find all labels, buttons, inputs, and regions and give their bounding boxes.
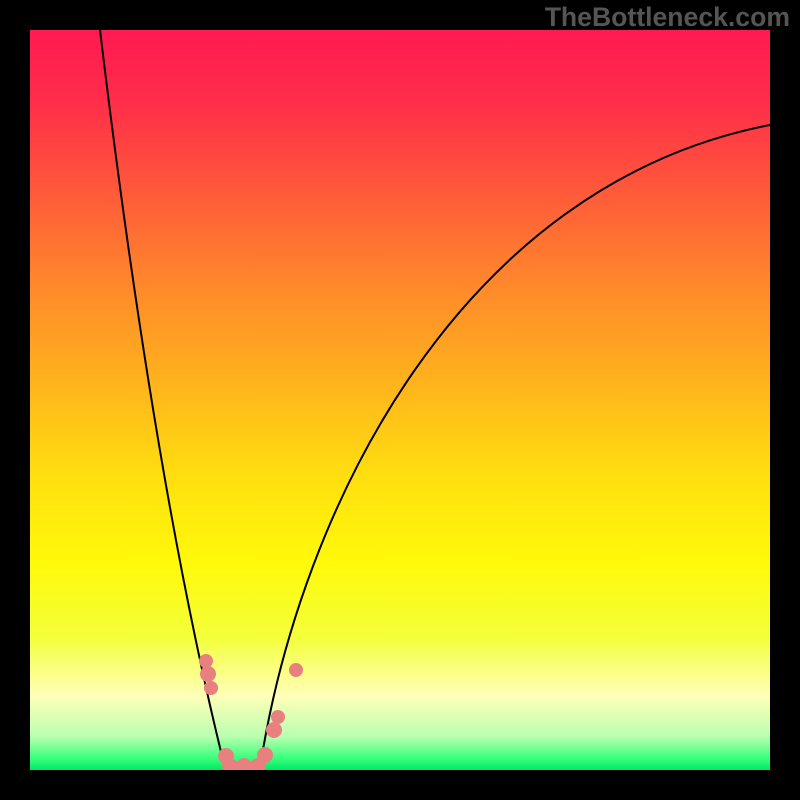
- data-marker: [200, 666, 216, 682]
- data-marker: [204, 681, 218, 695]
- data-marker: [236, 758, 252, 770]
- data-marker: [271, 710, 285, 724]
- data-marker: [289, 663, 303, 677]
- data-marker: [266, 722, 282, 738]
- curve-layer: [30, 30, 770, 770]
- watermark-text: TheBottleneck.com: [545, 2, 790, 33]
- plot-area: [30, 30, 770, 770]
- data-marker: [257, 747, 273, 763]
- data-marker: [199, 654, 213, 668]
